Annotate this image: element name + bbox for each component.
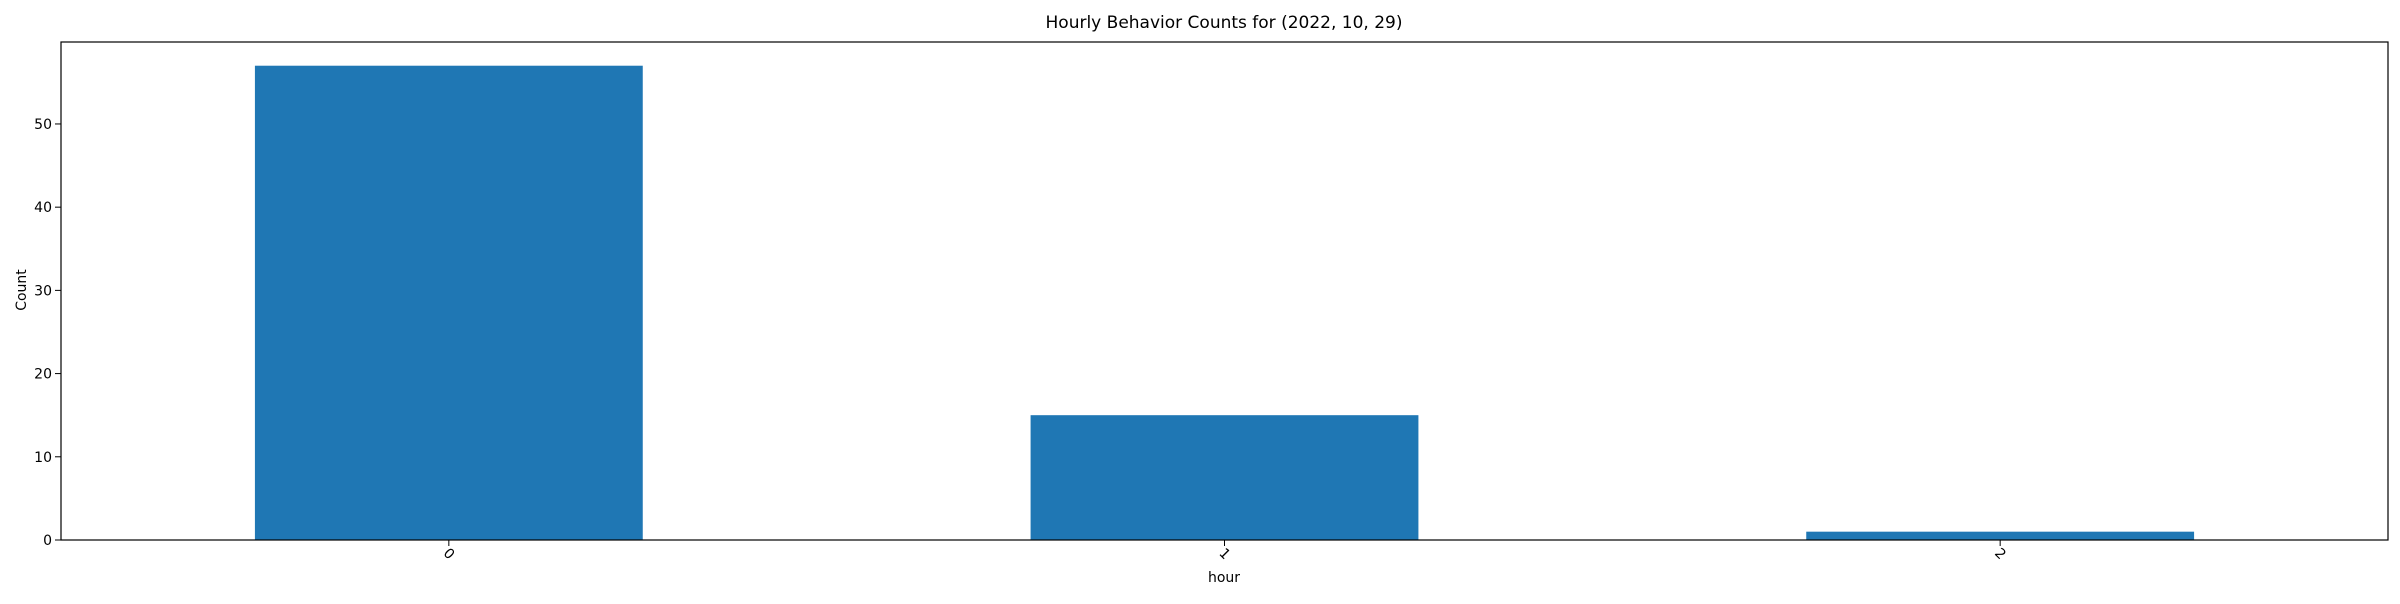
x-tick-label-2: 2: [1991, 545, 2009, 563]
bar-0: [254, 65, 643, 540]
bar-2: [1806, 531, 2195, 540]
y-tick-label-20: 20: [34, 367, 52, 383]
x-axis-label: hour: [1208, 570, 1240, 586]
y-tick-label-0: 0: [43, 533, 52, 549]
bars-group: [254, 65, 2195, 540]
x-tick-label-1: 1: [1216, 545, 1234, 563]
y-tick-label-30: 30: [34, 283, 52, 299]
y-tick-label-10: 10: [34, 450, 52, 466]
x-axis-ticks: 0 1 2: [440, 540, 2009, 563]
y-axis-label: Count: [14, 269, 30, 311]
y-tick-label-50: 50: [34, 117, 52, 133]
x-tick-label-0: 0: [440, 545, 458, 563]
bar-1: [1030, 415, 1419, 540]
y-tick-label-40: 40: [34, 200, 52, 216]
plot-frame: [60, 41, 2389, 541]
chart-title: Hourly Behavior Counts for (2022, 10, 29…: [1046, 13, 1403, 33]
y-axis-ticks: 0 10 20 30 40 50: [34, 117, 61, 549]
